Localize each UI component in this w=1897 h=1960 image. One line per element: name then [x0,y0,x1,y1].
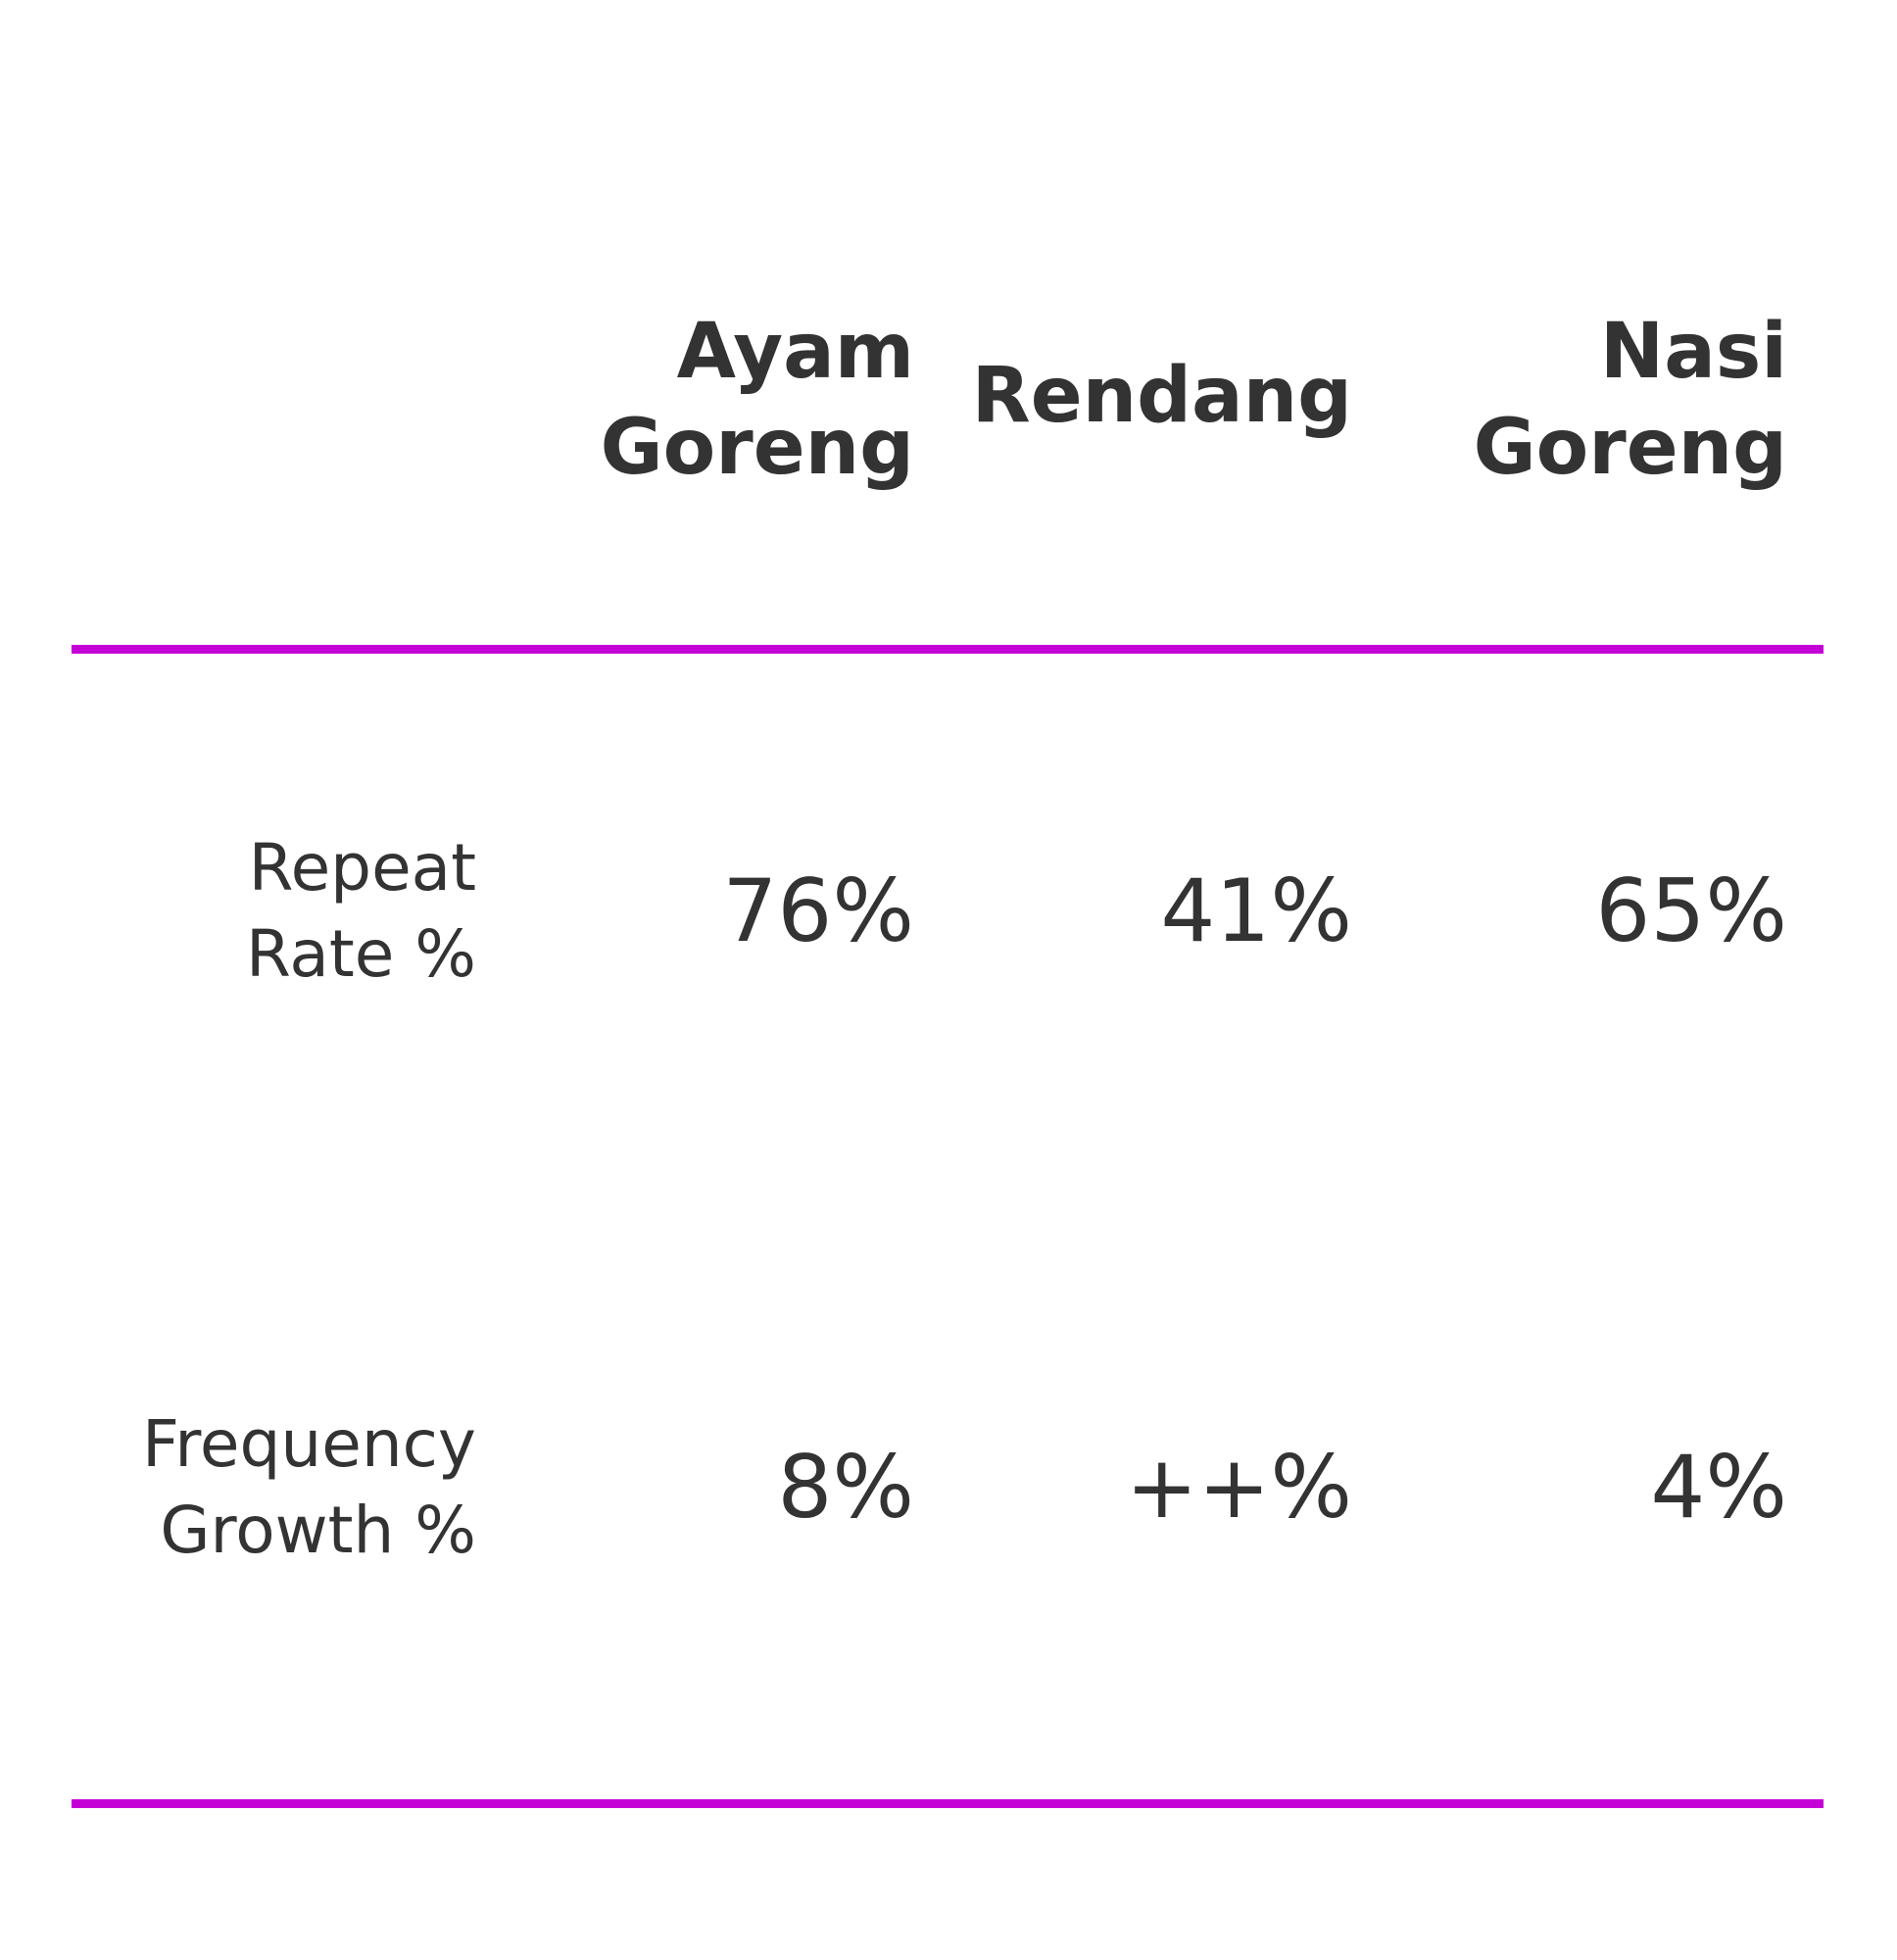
column-header-ayam-goreng: Ayam Goreng [601,304,914,496]
row-header-line: Growth % [160,1493,476,1568]
table-cell: 41% [1160,860,1352,961]
column-header-line: Goreng [600,404,914,492]
header-rule [72,645,1824,654]
row-header-line: Rate % [245,916,476,992]
table-cell: 8% [777,1437,914,1538]
column-header-line: Nasi [1599,308,1787,396]
row-header-frequency-growth: Frequency Growth % [142,1401,476,1574]
table-cell: 76% [722,860,914,961]
row-header-line: Frequency [142,1406,476,1482]
table-cell: 65% [1595,860,1787,961]
table-cell: 4% [1650,1437,1787,1538]
footer-rule [72,1799,1824,1808]
column-header-line: Ayam [676,308,914,396]
column-header-line: Rendang [971,352,1352,440]
row-header-repeat-rate: Repeat Rate % [246,825,476,998]
table-cell: ++% [1125,1437,1352,1538]
column-header-rendang: Rendang [972,348,1352,444]
column-header-line: Goreng [1473,404,1787,492]
row-header-line: Repeat [248,830,476,906]
column-header-nasi-goreng: Nasi Goreng [1474,304,1787,496]
